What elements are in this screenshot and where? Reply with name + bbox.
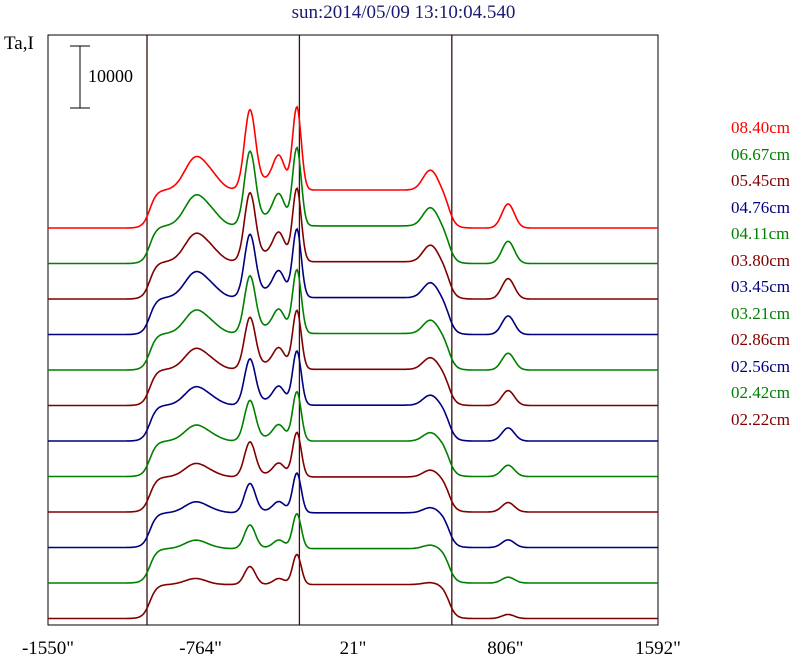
x-tick-label: 1592" — [635, 638, 681, 659]
series-line — [48, 309, 658, 407]
legend-item: 04.76cm — [731, 197, 791, 217]
legend-item: 02.56cm — [731, 356, 791, 376]
legend-item: 05.45cm — [731, 171, 791, 190]
legend-item: 02.22cm — [731, 409, 791, 429]
series-line — [48, 349, 658, 442]
scale-bar-label: 10000 — [88, 66, 133, 86]
series-line — [48, 186, 658, 300]
x-tick-label: -1550" — [21, 638, 75, 659]
series-line — [48, 105, 658, 229]
legend-item: 02.42cm — [731, 383, 791, 402]
plot-frame — [47, 34, 659, 626]
legend-item: 06.67cm — [731, 144, 791, 164]
series-line — [48, 512, 658, 584]
legend-item: 03.45cm — [731, 277, 791, 296]
series-line — [48, 146, 658, 265]
legend-item: 04.11cm — [731, 224, 790, 243]
series-line — [48, 268, 658, 371]
series-line — [48, 227, 658, 336]
scale-bar — [70, 45, 90, 109]
legend-item: 03.80cm — [731, 250, 791, 270]
y-axis-label: Ta,I — [4, 33, 34, 54]
legend-item: 02.86cm — [731, 330, 791, 349]
x-tick-label: 21" — [339, 638, 367, 659]
series-line — [48, 472, 658, 549]
legend-item: 08.40cm — [731, 118, 791, 137]
series-line — [48, 431, 658, 513]
x-tick-label: 806" — [487, 638, 524, 659]
chart-title: sun:2014/05/09 13:10:04.540 — [291, 2, 516, 23]
legend-item: 03.21cm — [731, 303, 791, 323]
x-tick-label: -764" — [179, 638, 222, 659]
series-line — [48, 390, 658, 478]
series-line — [48, 553, 658, 620]
